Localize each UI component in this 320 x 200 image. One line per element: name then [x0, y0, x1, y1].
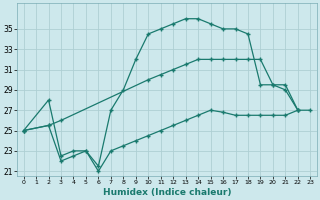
X-axis label: Humidex (Indice chaleur): Humidex (Indice chaleur): [103, 188, 231, 197]
